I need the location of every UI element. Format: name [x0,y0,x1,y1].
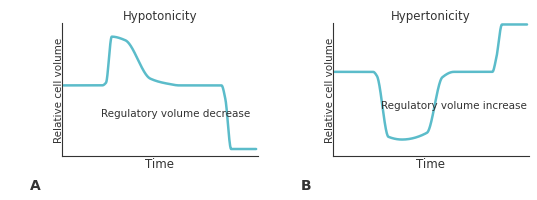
Title: Hypertonicity: Hypertonicity [391,10,470,23]
Text: Regulatory volume decrease: Regulatory volume decrease [101,109,250,119]
X-axis label: Time: Time [416,157,445,170]
Title: Hypotonicity: Hypotonicity [122,10,197,23]
Text: Regulatory volume increase: Regulatory volume increase [381,101,527,111]
X-axis label: Time: Time [146,157,175,170]
Text: A: A [30,178,40,192]
Text: B: B [300,178,311,192]
Y-axis label: Relative cell volume: Relative cell volume [54,38,64,142]
Y-axis label: Relative cell volume: Relative cell volume [325,38,335,142]
